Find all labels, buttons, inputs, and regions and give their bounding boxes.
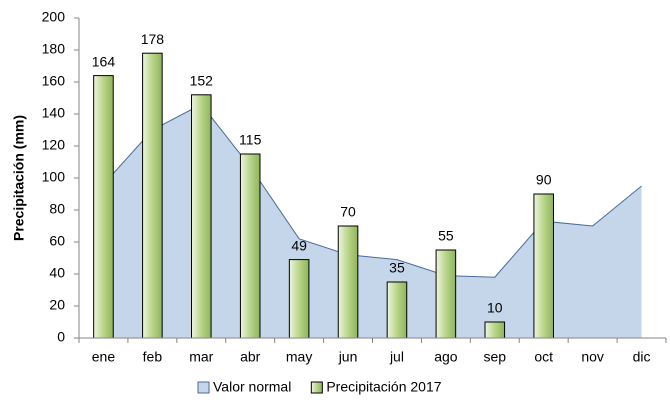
legend-label: Precipitación 2017 [326,379,441,395]
area [103,104,642,339]
x-tick-label: sep [484,349,507,365]
y-tick-label: 40 [49,265,65,281]
data-label: 55 [438,228,454,244]
y-tick-label: 120 [42,137,66,153]
x-tick-label: abr [240,349,261,365]
data-label: 115 [239,132,262,148]
x-tick-label: jun [338,349,358,365]
y-tick-label: 80 [49,201,65,217]
data-label: 35 [389,260,405,276]
y-tick-label: 60 [49,233,65,249]
data-label: 90 [536,172,552,188]
y-tick-label: 0 [57,329,65,345]
y-axis-label: Precipitación (mm) [11,115,27,241]
bar [142,52,163,339]
x-tick-label: ene [92,349,116,365]
x-tick-label: nov [581,349,604,365]
x-tick-label: ago [434,349,458,365]
y-tick-label: 180 [42,41,66,57]
y-tick-label: 100 [42,169,66,185]
bar [93,75,114,339]
y-tick-label: 160 [42,73,66,89]
x-tick-label: may [286,349,312,365]
x-tick-label: feb [143,349,163,365]
data-label: 164 [92,53,116,69]
data-label: 49 [291,237,307,253]
legend-swatch [197,381,210,394]
data-label: 70 [340,204,356,220]
y-tick-label: 20 [49,297,65,313]
x-tick-label: jul [389,349,404,365]
data-label: 10 [487,300,503,316]
bar [191,94,212,339]
bar [386,281,408,339]
legend-swatch [310,381,323,394]
bar [533,193,554,339]
legend-label: Valor normal [213,379,291,395]
y-tick-label: 200 [42,9,66,25]
data-label: 152 [190,73,214,89]
x-tick-label: oct [534,349,553,365]
x-tick-label: dic [633,349,651,365]
bar [337,225,359,339]
y-tick-label: 140 [42,105,66,121]
x-tick-label: mar [189,349,213,365]
data-label: 178 [141,31,165,47]
bar [484,321,506,339]
bar [435,249,457,339]
bar [239,153,261,339]
bar [288,259,310,339]
